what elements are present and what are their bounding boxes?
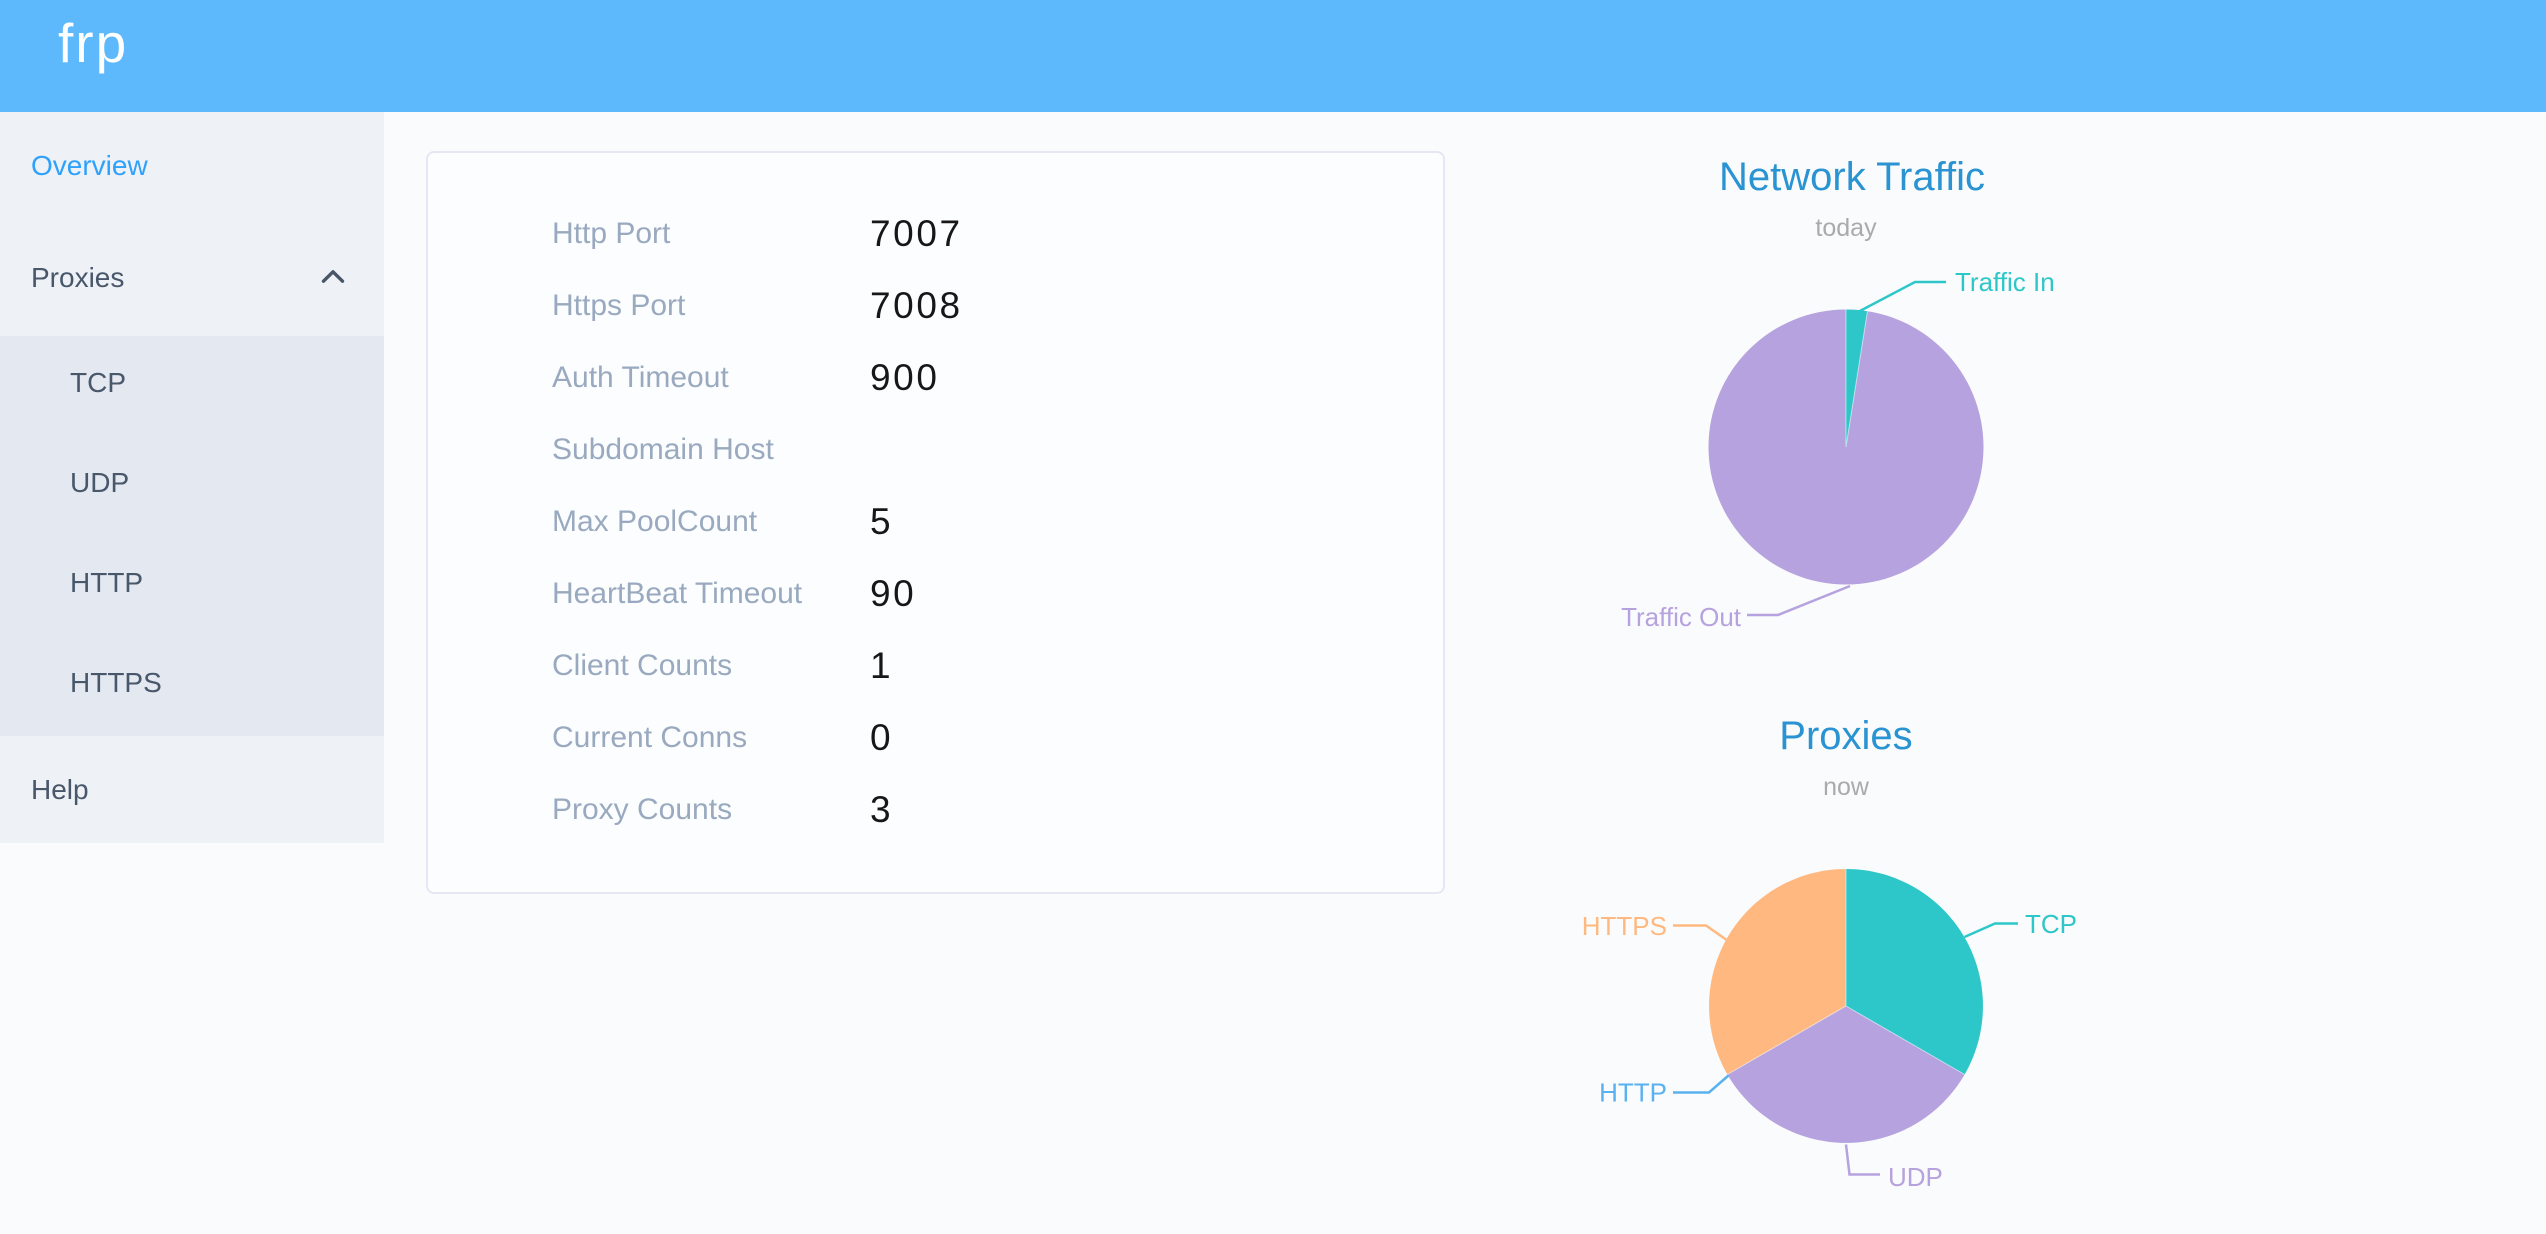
svg-text:HTTP: HTTP — [1599, 1078, 1667, 1108]
svg-text:today: today — [1815, 214, 1877, 242]
svg-text:HTTPS: HTTPS — [1582, 911, 1667, 941]
svg-text:Proxies: Proxies — [1779, 714, 1912, 758]
svg-text:Network Traffic: Network Traffic — [1719, 155, 1985, 199]
svg-text:Traffic In: Traffic In — [1955, 267, 2055, 297]
svg-text:Traffic Out: Traffic Out — [1621, 602, 1742, 632]
svg-text:UDP: UDP — [1888, 1162, 1943, 1192]
svg-text:now: now — [1823, 773, 1870, 801]
svg-text:TCP: TCP — [2025, 909, 2077, 939]
